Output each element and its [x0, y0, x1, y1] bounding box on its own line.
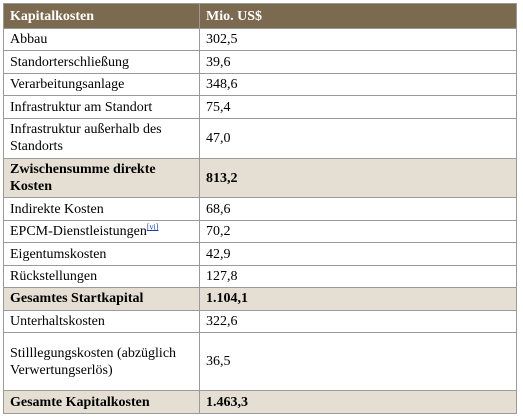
table-row: Abbau 302,5 — [3, 27, 517, 52]
row-label: Eigentumskosten — [3, 242, 200, 266]
row-label: Gesamtes Startkapital — [3, 287, 200, 311]
row-value: 348,6 — [199, 72, 517, 97]
capital-cost-table-container: Kapitalkosten Mio. US$ Abbau 302,5 Stand… — [3, 3, 517, 414]
row-label: Zwischensumme direkte Kosten — [3, 157, 200, 199]
row-label: Rückstellungen — [3, 264, 200, 289]
table-row: Rückstellungen 127,8 — [3, 264, 517, 289]
row-value: 322,6 — [199, 309, 517, 334]
row-label: Indirekte Kosten — [3, 197, 200, 221]
row-label: Stilllegungskosten (abzüglich Verwertung… — [3, 332, 200, 392]
row-label: Standorterschließung — [3, 50, 200, 74]
header-mio-usd: Mio. US$ — [199, 3, 517, 29]
row-value: 1.104,1 — [199, 287, 517, 311]
row-label: Abbau — [3, 27, 200, 52]
table-header-row: Kapitalkosten Mio. US$ — [3, 3, 517, 29]
total-row: Gesamte Kapitalkosten 1.463,3 — [3, 390, 517, 414]
subtotal-row: Gesamtes Startkapital 1.104,1 — [3, 287, 517, 311]
row-value: 68,6 — [199, 197, 517, 221]
table-row: Infrastruktur außerhalb des Standorts 47… — [3, 117, 517, 159]
header-kapitalkosten: Kapitalkosten — [3, 3, 200, 29]
row-value: 70,2 — [199, 219, 517, 244]
row-label: Infrastruktur außerhalb des Standorts — [3, 117, 200, 159]
table-row: Indirekte Kosten 68,6 — [3, 197, 517, 221]
row-label-cell: EPCM-Dienstleistungen[vi] — [3, 219, 200, 244]
table-row: Standorterschließung 39,6 — [3, 50, 517, 74]
row-value: 39,6 — [199, 50, 517, 74]
row-label: EPCM-Dienstleistungen — [10, 224, 147, 240]
footnote-link[interactable]: [vi] — [146, 222, 159, 232]
table-row: Unterhaltskosten 322,6 — [3, 309, 517, 334]
row-value: 1.463,3 — [199, 390, 517, 414]
row-value: 47,0 — [199, 117, 517, 159]
row-value: 127,8 — [199, 264, 517, 289]
row-label: Infrastruktur am Standort — [3, 95, 200, 119]
row-label: Verarbeitungsanlage — [3, 72, 200, 97]
row-value: 302,5 — [199, 27, 517, 52]
row-label: Unterhaltskosten — [3, 309, 200, 334]
table-row: Stilllegungskosten (abzüglich Verwertung… — [3, 332, 517, 392]
table-row: Eigentumskosten 42,9 — [3, 242, 517, 266]
subtotal-row: Zwischensumme direkte Kosten 813,2 — [3, 157, 517, 199]
capital-cost-table: Kapitalkosten Mio. US$ Abbau 302,5 Stand… — [3, 3, 517, 414]
row-label: Gesamte Kapitalkosten — [3, 390, 200, 414]
row-value: 813,2 — [199, 157, 517, 199]
row-value: 36,5 — [199, 332, 517, 392]
table-row: EPCM-Dienstleistungen[vi] 70,2 — [3, 219, 517, 244]
table-row: Infrastruktur am Standort 75,4 — [3, 95, 517, 119]
row-value: 42,9 — [199, 242, 517, 266]
table-row: Verarbeitungsanlage 348,6 — [3, 72, 517, 97]
row-value: 75,4 — [199, 95, 517, 119]
